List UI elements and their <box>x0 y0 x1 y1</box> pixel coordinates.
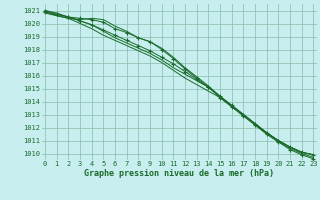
X-axis label: Graphe pression niveau de la mer (hPa): Graphe pression niveau de la mer (hPa) <box>84 169 274 178</box>
